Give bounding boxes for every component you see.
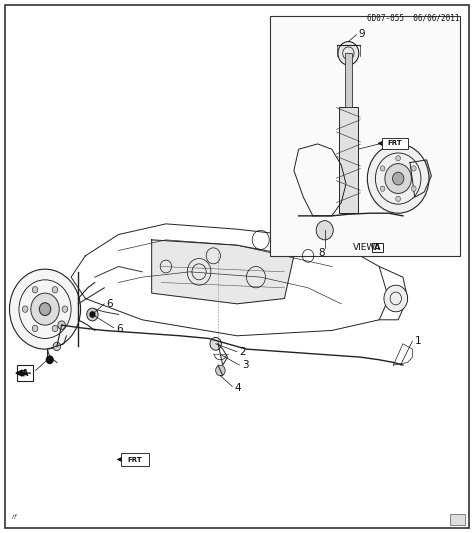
Text: 5: 5 [18, 366, 25, 375]
Circle shape [90, 312, 95, 317]
Text: FRT: FRT [387, 140, 402, 147]
Circle shape [9, 269, 81, 349]
Circle shape [62, 306, 68, 312]
Circle shape [411, 186, 416, 191]
Text: 8: 8 [319, 248, 325, 258]
Circle shape [380, 166, 385, 171]
Text: 6: 6 [107, 299, 113, 309]
Circle shape [384, 285, 408, 312]
Circle shape [46, 356, 53, 364]
Circle shape [216, 365, 225, 376]
FancyBboxPatch shape [17, 365, 33, 381]
Text: 6D07-055  06/06/2011: 6D07-055 06/06/2011 [367, 13, 460, 22]
Text: VIEW: VIEW [353, 244, 377, 252]
Bar [345, 53, 352, 107]
Text: 9: 9 [358, 29, 365, 38]
Circle shape [31, 293, 59, 325]
Circle shape [32, 287, 38, 293]
Circle shape [380, 186, 385, 191]
Polygon shape [410, 160, 431, 197]
Circle shape [22, 306, 28, 312]
Text: rf: rf [12, 514, 17, 520]
Polygon shape [152, 240, 294, 304]
Text: A: A [22, 369, 28, 377]
Circle shape [210, 337, 221, 350]
Text: FRT: FRT [128, 457, 143, 463]
Circle shape [396, 156, 401, 161]
Text: 4: 4 [235, 383, 241, 393]
Circle shape [32, 325, 38, 332]
Circle shape [396, 196, 401, 201]
Text: 2: 2 [239, 347, 246, 357]
Circle shape [392, 172, 404, 185]
Bar [450, 514, 465, 525]
Text: 3: 3 [242, 360, 248, 370]
Circle shape [385, 164, 411, 193]
Text: 1: 1 [415, 336, 421, 346]
Circle shape [316, 221, 333, 240]
Circle shape [52, 325, 58, 332]
Bar [270, 16, 460, 256]
FancyBboxPatch shape [121, 453, 149, 466]
Circle shape [411, 166, 416, 171]
FancyBboxPatch shape [372, 243, 383, 252]
Circle shape [374, 203, 403, 235]
Circle shape [367, 144, 429, 213]
Text: A: A [374, 243, 381, 252]
Circle shape [52, 287, 58, 293]
Circle shape [53, 342, 61, 351]
Bar [339, 107, 358, 213]
Text: 6: 6 [116, 324, 123, 334]
Circle shape [39, 303, 51, 316]
FancyBboxPatch shape [382, 138, 408, 149]
Circle shape [87, 308, 98, 321]
Circle shape [338, 42, 359, 65]
Text: 7: 7 [382, 139, 388, 149]
Circle shape [58, 321, 65, 329]
